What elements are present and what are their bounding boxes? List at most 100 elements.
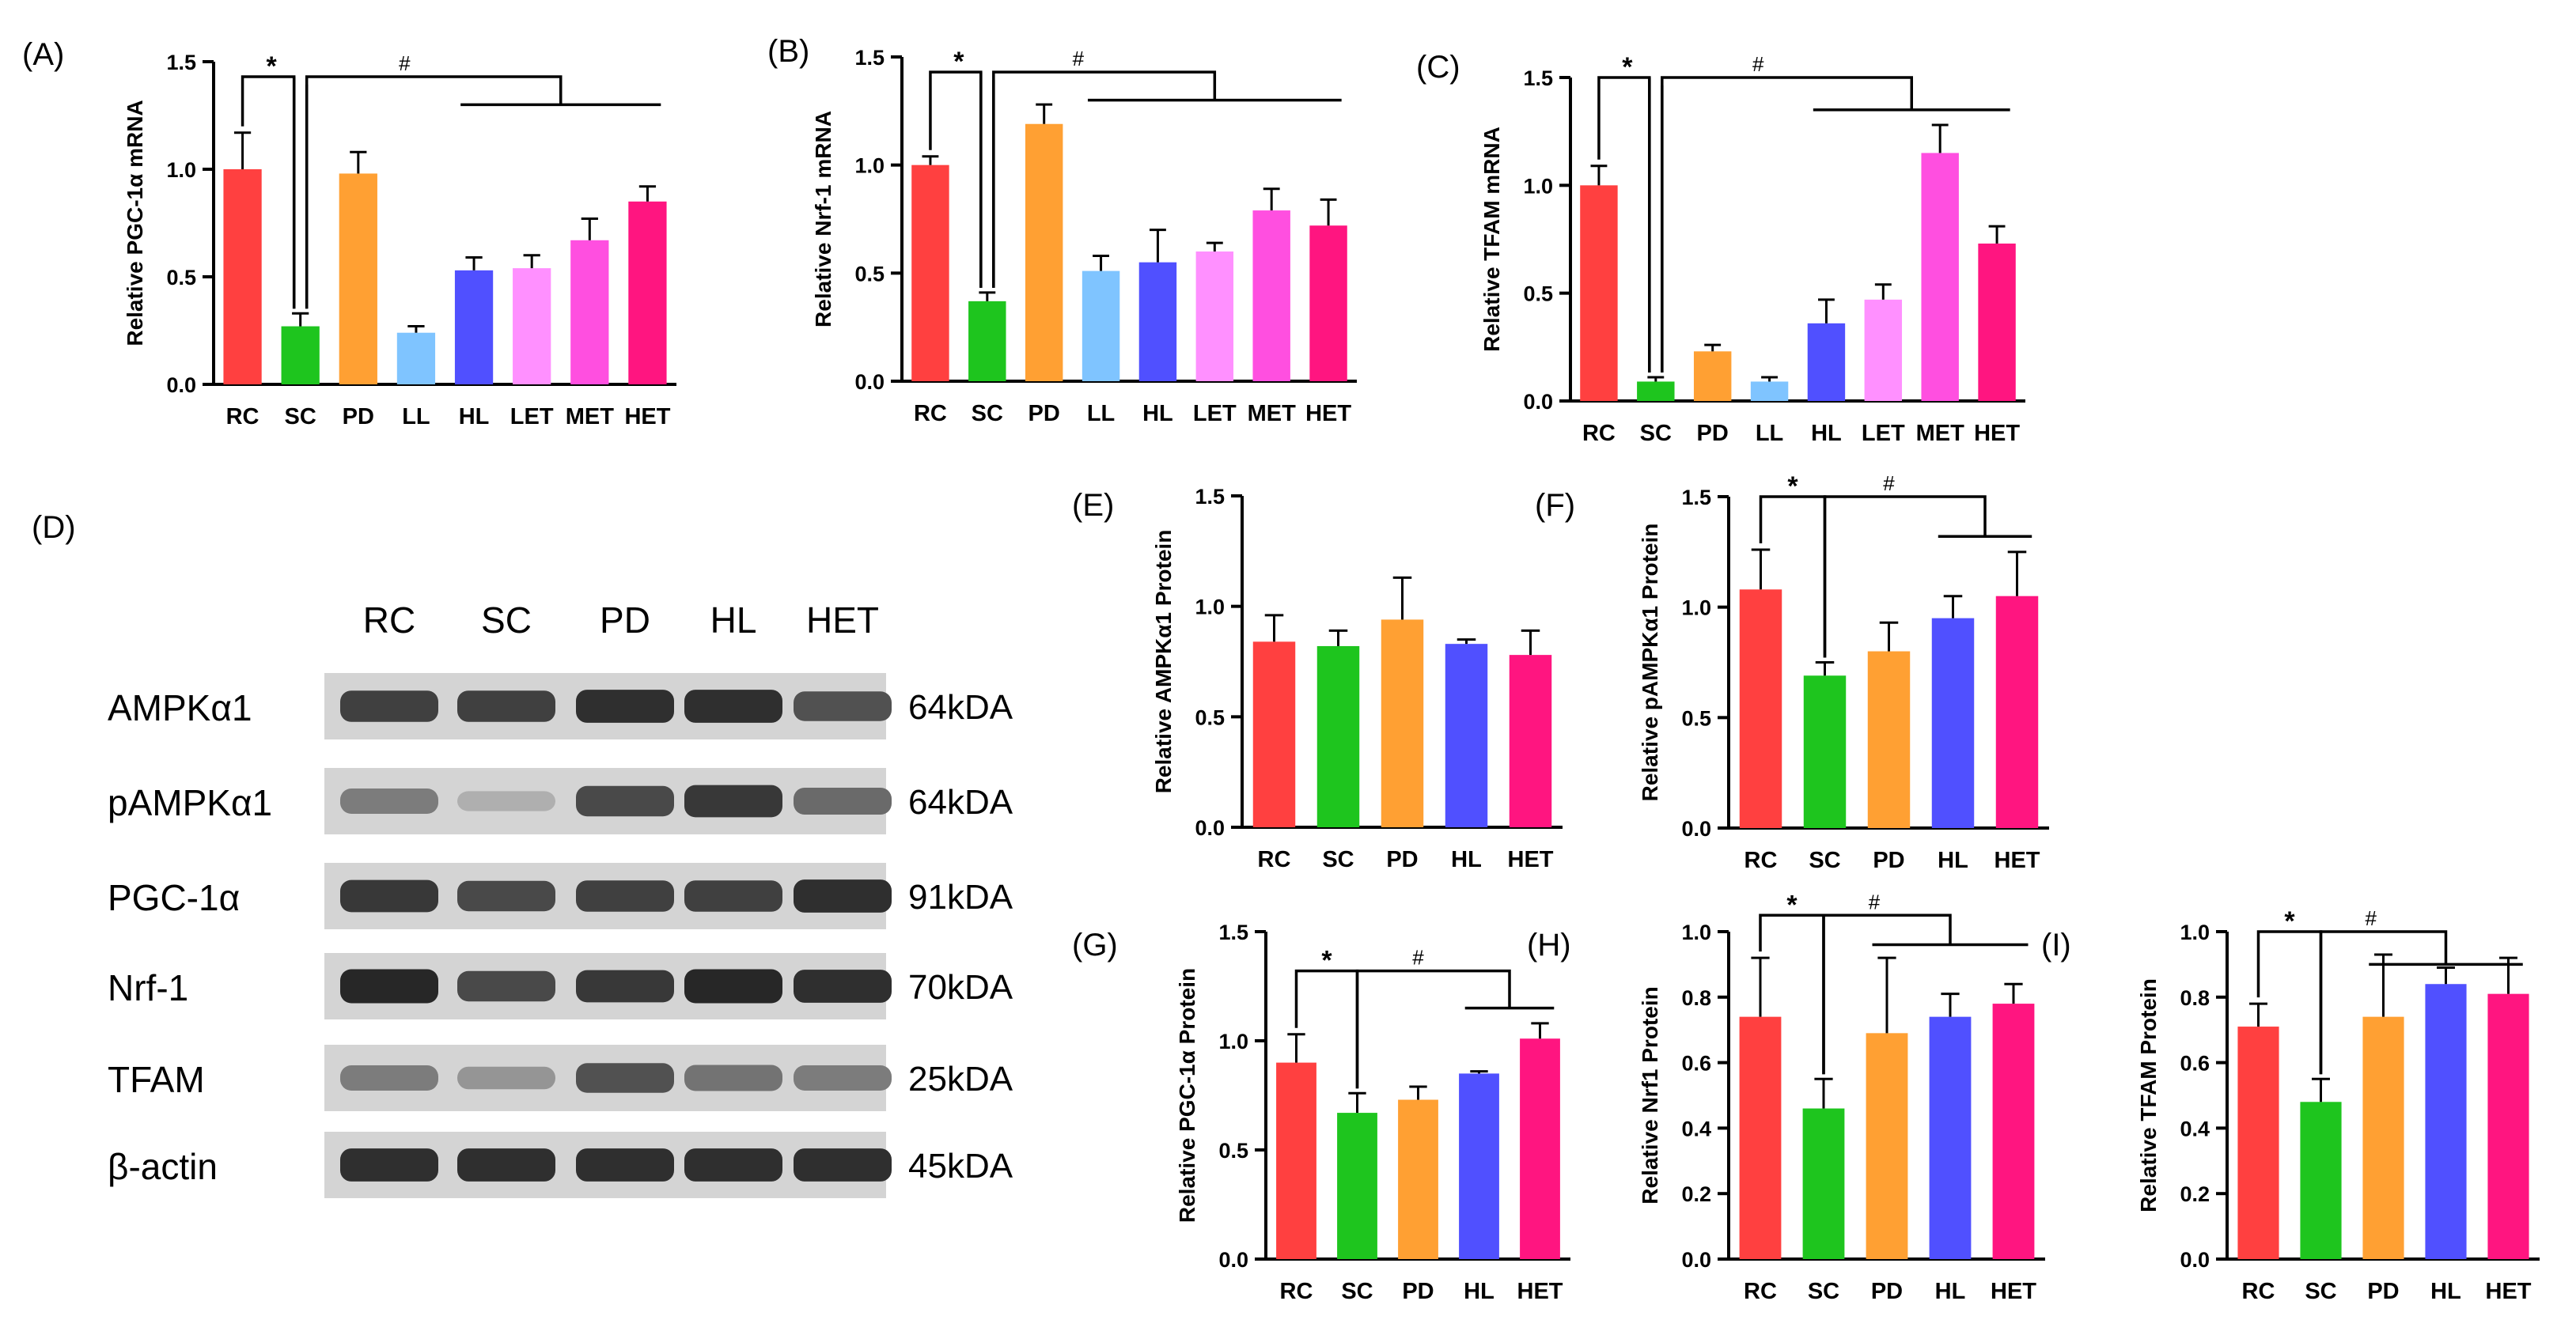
blot-band [684, 969, 782, 1004]
bar-met [570, 240, 609, 384]
bar-sc [1637, 381, 1675, 401]
blot-band [340, 879, 438, 913]
protein-label: pAMPKα1 [108, 782, 272, 823]
blot-band [684, 1065, 782, 1091]
y-axis-label: Relative pAMPKα1 Protein [1638, 524, 1662, 802]
blot-band [340, 969, 438, 1004]
protein-label: Nrf-1 [108, 967, 188, 1008]
blot-band [576, 970, 674, 1003]
y-tick-label: 0.5 [854, 262, 885, 286]
y-axis-label: Relative PGC-1α Protein [1175, 968, 1199, 1223]
y-tick-label: 0.0 [1681, 1248, 1711, 1272]
y-tick-label: 1.0 [1218, 1030, 1248, 1053]
bar-pd [339, 173, 377, 384]
protein-label: β-actin [108, 1146, 218, 1187]
blot-band [457, 1148, 555, 1182]
panel-label: (I) [2041, 928, 2071, 962]
x-tick-label: LL [1087, 401, 1115, 426]
blot-band [576, 1148, 674, 1182]
x-tick-label: HL [1811, 421, 1842, 446]
sig-hash-label: # [399, 51, 411, 75]
x-tick-label: HL [1142, 401, 1173, 426]
x-tick-label: PD [1029, 401, 1060, 426]
y-tick-label: 1.5 [1218, 921, 1248, 944]
x-tick-label: HL [459, 404, 490, 429]
blot-band [457, 690, 555, 722]
x-tick-label: HET [1995, 848, 2040, 873]
bar-hl [1807, 323, 1846, 401]
bar-sc [1337, 1113, 1377, 1259]
panel-label: (C) [1416, 50, 1460, 85]
y-tick-label: 0.6 [1681, 1052, 1711, 1076]
bar-ll [1082, 270, 1120, 381]
chart-h: (H) 0.0 0.2 0.4 0.6 0.8 1.0 Relative Nrf1 Prote… [1527, 890, 2045, 1304]
protein-size-label: 64kDA [908, 688, 1013, 727]
blot-band [576, 785, 674, 817]
bar-rc [1580, 185, 1618, 402]
y-tick-label: 0.5 [1195, 705, 1225, 729]
blot-band [684, 1148, 782, 1182]
blot-band [457, 791, 555, 811]
bar-rc [911, 165, 949, 381]
blot-band [794, 787, 892, 815]
bar-hl [1929, 1016, 1972, 1259]
x-tick-label: PD [1402, 1279, 1434, 1304]
lane-label-pd: PD [600, 599, 650, 641]
y-tick-label: 1.5 [1195, 485, 1225, 509]
panel-label: (A) [22, 37, 64, 72]
y-tick-label: 0.5 [1681, 706, 1711, 730]
x-tick-label: HL [1451, 847, 1482, 872]
x-tick-label: PD [1871, 1279, 1903, 1304]
chart-f: (F) 0.0 0.5 1.0 1.5 Relative pAMPKα1 Protein R… [1535, 471, 2049, 873]
x-tick-label: SC [2305, 1279, 2336, 1304]
x-tick-label: SC [285, 404, 316, 429]
protein-size-label: 45kDA [908, 1147, 1013, 1186]
x-tick-label: RC [1582, 421, 1616, 446]
bar-ll [1750, 381, 1789, 401]
sig-bracket-join [979, 72, 995, 288]
y-tick-label: 0.0 [1195, 816, 1225, 840]
blot-band [340, 789, 438, 814]
chart-g: (G) 0.0 0.5 1.0 1.5 Relative PGC-1α Protein RC… [1072, 921, 1570, 1304]
sig-hash-label: # [1883, 471, 1895, 495]
y-tick-label: 1.0 [2180, 921, 2210, 944]
y-tick-label: 1.0 [854, 154, 885, 178]
chart-e: (E) 0.0 0.5 1.0 1.5 Relative AMPKα1 Protein RC… [1072, 485, 1563, 872]
x-tick-label: LET [1862, 421, 1905, 446]
y-tick-label: 0.2 [2180, 1182, 2210, 1206]
bar-let [513, 268, 551, 384]
x-tick-label: RC [1744, 1279, 1777, 1304]
x-tick-label: LET [510, 404, 554, 429]
blot-band [684, 690, 782, 723]
x-tick-label: HL [1935, 1279, 1966, 1304]
x-tick-label: HET [1991, 1279, 2036, 1304]
y-tick-label: 1.0 [166, 158, 196, 182]
x-tick-label: RC [914, 401, 947, 426]
y-tick-label: 0.5 [166, 266, 196, 289]
sig-bracket-join [292, 77, 309, 309]
charts-layer: (A) 0.0 0.5 1.0 1.5 Relative PGC-1α mRNA RC SC P… [22, 34, 2540, 1304]
x-tick-label: PD [1873, 848, 1904, 873]
y-tick-label: 0.8 [1681, 986, 1711, 1010]
sig-hash-label: # [1752, 52, 1764, 76]
y-tick-label: 0.4 [1681, 1117, 1711, 1140]
y-tick-label: 1.0 [1681, 921, 1711, 944]
y-tick-label: 0.8 [2180, 986, 2210, 1010]
blot-band [794, 970, 892, 1003]
x-tick-label: SC [972, 401, 1003, 426]
bar-hl [454, 270, 494, 384]
bar-hl [1445, 644, 1488, 827]
x-tick-label: HL [1938, 848, 1968, 873]
x-tick-label: MET [1916, 421, 1965, 446]
sig-star-label: * [267, 51, 278, 81]
bar-let [1864, 299, 1903, 401]
chart-a: (A) 0.0 0.5 1.0 1.5 Relative PGC-1α mRNA RC SC P… [22, 37, 676, 429]
x-tick-label: RC [1744, 848, 1778, 873]
y-tick-label: 1.5 [1523, 66, 1553, 90]
panel-label: (F) [1535, 488, 1575, 523]
chart-i: (I) 0.0 0.2 0.4 0.6 0.8 1.0 Relative TFAM Prote… [2041, 906, 2540, 1304]
chart-b: (B) 0.0 0.5 1.0 1.5 Relative Nrf-1 mRNA RC SC PD… [767, 34, 1357, 426]
bar-het [2487, 993, 2529, 1259]
y-tick-label: 0.5 [1523, 282, 1553, 306]
x-tick-label: MET [566, 404, 615, 429]
